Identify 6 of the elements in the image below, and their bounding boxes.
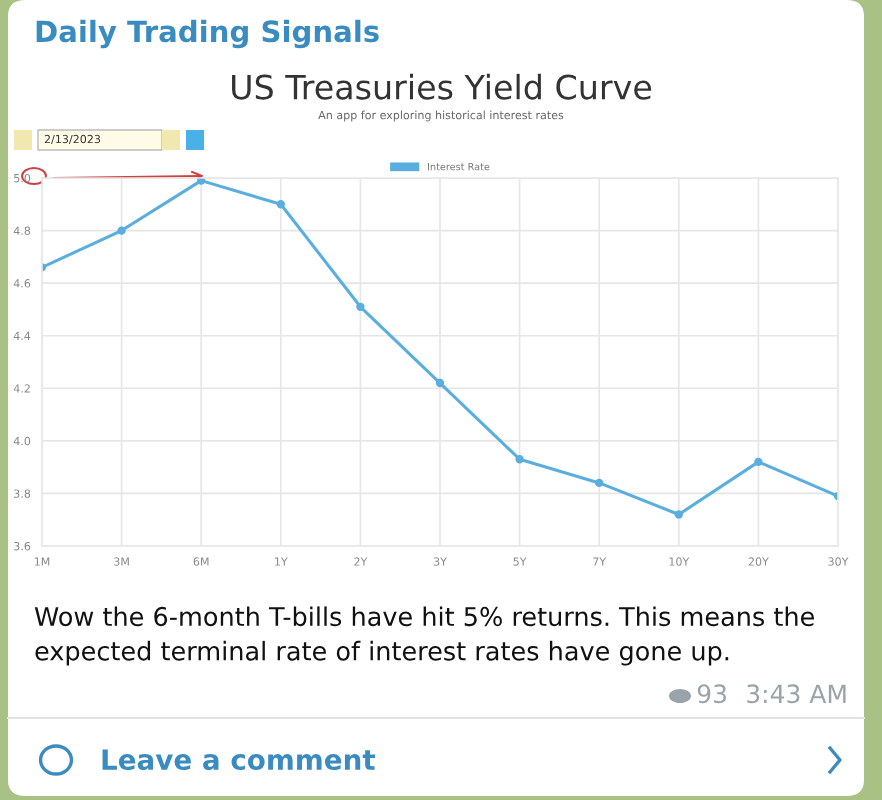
chart-title: US Treasuries Yield Curve (232, 73, 652, 100)
text: Daily Trading Signals (36, 19, 379, 49)
text: 3:43 AM (747, 684, 846, 704)
text: 93 (697, 684, 726, 704)
text: Leave a comment (102, 749, 376, 771)
text: Wow the 6-month T-bills have hit 5% returns. This means the expected terminal rate of interest rates have gone up. (34, 606, 814, 666)
